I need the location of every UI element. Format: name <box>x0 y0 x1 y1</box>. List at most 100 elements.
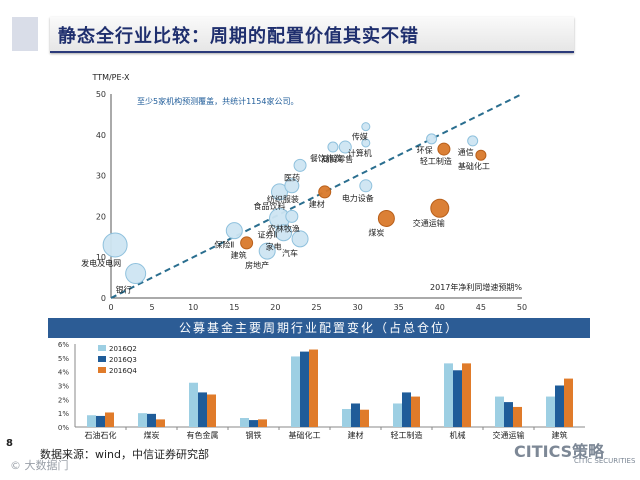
scatter-point-label: 环保 <box>417 145 433 155</box>
bar <box>462 363 471 427</box>
scatter-point <box>291 230 309 248</box>
scatter-point <box>102 232 128 258</box>
scatter-point <box>361 138 371 148</box>
x-tick-label: 25 <box>311 303 321 312</box>
bar <box>249 420 258 427</box>
source-note: 数据来源：wind，中信证券研究部 <box>40 448 210 461</box>
scatter-point-label: 家电 <box>266 242 282 252</box>
bar-category-label: 机械 <box>450 430 466 440</box>
y-tick-label: 10 <box>96 253 106 262</box>
scatter-point-label: 医药 <box>284 172 300 182</box>
x-tick-label: 30 <box>353 303 363 312</box>
bar-y-tick-label: 0% <box>58 424 69 432</box>
bar <box>393 403 402 427</box>
bar-chart-title: 公募基金主要周期行业配置变化（占总仓位） <box>48 318 590 338</box>
reference-line <box>110 93 523 299</box>
bar-y-tick-label: 1% <box>58 410 69 418</box>
bar-category-label: 煤炭 <box>144 430 160 440</box>
x-axis-label: 2017年净利同增速预期% <box>430 282 522 292</box>
scatter-point-label: 轻工制造 <box>420 156 452 166</box>
annotation-text: 至少5家机构预测覆盖，共统计1154家公司。 <box>137 96 298 106</box>
bar <box>546 396 555 427</box>
bar <box>258 419 267 427</box>
title-accent-strip <box>12 17 38 51</box>
scatter-point-label: 通信 <box>458 147 474 157</box>
scatter-point <box>275 224 293 242</box>
bar <box>504 402 513 427</box>
scatter-point <box>293 158 307 172</box>
bar <box>147 413 156 427</box>
bar <box>555 385 564 427</box>
bar-category-label: 轻工制造 <box>391 430 423 440</box>
bar <box>240 418 249 427</box>
scatter-point <box>467 135 479 147</box>
scatter-point <box>377 209 395 227</box>
bar <box>309 349 318 427</box>
x-tick-label: 5 <box>150 303 155 312</box>
legend-label: 2016Q3 <box>109 356 137 364</box>
scatter-point-label: 建材 <box>309 199 325 209</box>
x-tick-label: 20 <box>270 303 280 312</box>
scatter-point-label: 汽车 <box>282 248 298 258</box>
scatter-point <box>338 140 352 154</box>
scatter-point-label: 建筑 <box>231 250 247 260</box>
bar <box>342 409 351 427</box>
scatter-point-label: 房地产 <box>245 260 269 270</box>
scatter-point <box>318 185 332 199</box>
scatter-point <box>284 178 300 194</box>
bar <box>402 392 411 427</box>
x-tick-label: 45 <box>476 303 486 312</box>
page-number: 8 <box>6 438 13 449</box>
watermark-sub: CITIC SECURITIES <box>574 457 636 465</box>
y-tick-label: 30 <box>96 172 106 181</box>
bar <box>138 413 147 427</box>
bar-category-label: 钢铁 <box>246 430 262 440</box>
scatter-chart: 0 5 10 15 20 25 30 35 40 45 50 0 10 20 30 40 50 TTM/PE-X 2… <box>81 73 527 312</box>
scatter-point-label: 证券Ⅱ <box>258 229 278 239</box>
scatter-point <box>285 209 299 223</box>
scatter-point-label: 基础化工 <box>458 161 490 171</box>
bar-y-tick-label: 3% <box>58 383 69 391</box>
bar-y-tick-label: 5% <box>58 355 69 363</box>
legend-label: 2016Q4 <box>109 367 137 375</box>
scatter-point-label: 餐饮旅游 <box>310 153 342 163</box>
bar-category-label: 基础化工 <box>289 430 321 440</box>
bar <box>453 370 462 427</box>
watermark-logo: CITICS策略 <box>514 442 605 461</box>
bar <box>300 351 309 427</box>
bar <box>351 403 360 427</box>
y-tick-label: 20 <box>96 212 106 221</box>
legend-swatch <box>98 345 106 351</box>
bar <box>189 382 198 427</box>
page-title: 静态全行业比较：周期的配置价值其实不错 <box>58 26 419 47</box>
bar <box>207 394 216 427</box>
scatter-point <box>430 198 450 218</box>
bar <box>411 396 420 427</box>
x-tick-label: 15 <box>229 303 239 312</box>
bar-category-label: 石油石化 <box>85 430 117 440</box>
scatter-point-label: 食品饮料 <box>254 201 286 211</box>
scatter-point-label: 传媒 <box>352 132 368 142</box>
x-tick-label: 35 <box>394 303 404 312</box>
scatter-point <box>225 222 243 240</box>
scatter-point <box>359 179 373 193</box>
x-tick-label: 50 <box>517 303 527 312</box>
bar-y-tick-label: 4% <box>58 369 69 377</box>
scatter-point <box>327 141 339 153</box>
bar <box>291 356 300 427</box>
legend-swatch <box>98 367 106 373</box>
scatter-point-label: 煤炭 <box>368 227 384 237</box>
bar <box>105 412 114 427</box>
y-tick-label: 50 <box>96 90 106 99</box>
bar <box>495 396 504 427</box>
legend-swatch <box>98 356 106 362</box>
bar <box>156 419 165 427</box>
scatter-point <box>125 263 147 285</box>
bar-y-tick-label: 6% <box>58 341 69 349</box>
scatter-point <box>361 122 371 132</box>
bar <box>198 392 207 427</box>
y-axis-label: TTM/PE-X <box>91 73 130 82</box>
scatter-point-label: 计算机 <box>348 148 372 158</box>
legend-label: 2016Q2 <box>109 345 137 353</box>
watermark-left: © 大数据门 <box>10 459 69 472</box>
